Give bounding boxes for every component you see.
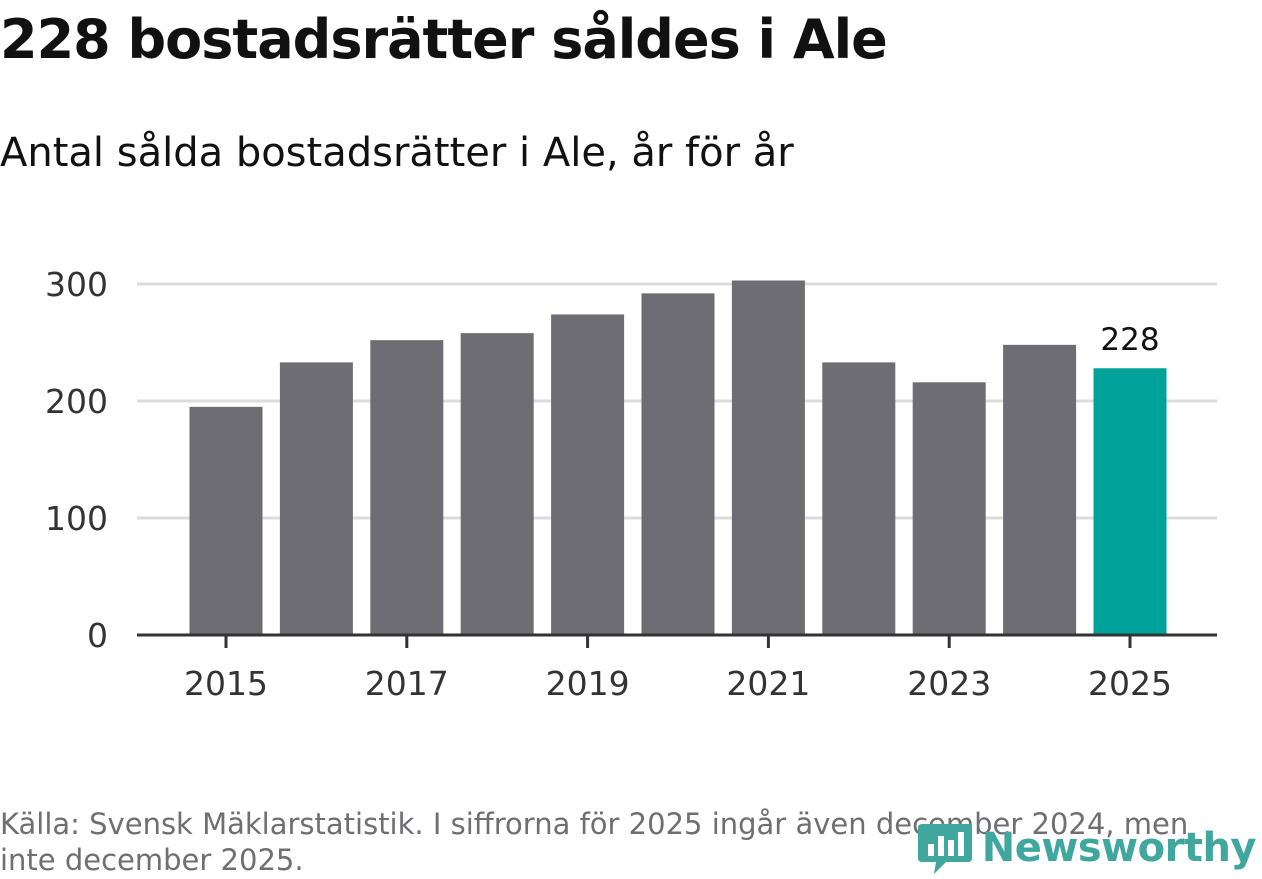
brand-name: Newsworthy <box>981 825 1257 871</box>
bar-2016 <box>279 362 353 635</box>
x-tick-label: 2025 <box>1088 664 1172 703</box>
x-tick-label: 2019 <box>546 664 630 703</box>
labels: 0 100 200 300 2015 2017 2019 2021 2023 2025 228 <box>45 265 1172 703</box>
bar-chart: 0 100 200 300 2015 2017 2019 2021 2023 2025 228 <box>45 265 1217 703</box>
x-axis <box>137 633 1217 648</box>
bar-2015 <box>189 406 263 635</box>
bar-2024 <box>1003 344 1077 635</box>
y-tick-label: 100 <box>45 499 108 538</box>
bar-2020 <box>641 293 715 635</box>
x-tick-label: 2023 <box>907 664 991 703</box>
y-tick-label: 200 <box>45 382 108 421</box>
bar-2025 <box>1093 368 1167 635</box>
newsworthy-logo-icon <box>917 824 972 874</box>
bar-2021 <box>731 280 805 635</box>
source-note: Källa: Svensk Mäklarstatistik. I siffror… <box>0 807 1189 877</box>
x-tick-label: 2017 <box>365 664 449 703</box>
bar-2018 <box>460 333 534 635</box>
x-tick-label: 2021 <box>726 664 810 703</box>
chart-title: 228 bostadsrätter såldes i Ale <box>0 8 888 71</box>
bar-2022 <box>822 362 896 635</box>
y-tick-label: 0 <box>87 616 108 655</box>
bar-2017 <box>370 340 444 635</box>
brand-logo: Newsworthy <box>916 820 1257 876</box>
y-tick-label: 300 <box>45 265 108 304</box>
x-tick-label: 2015 <box>184 664 268 703</box>
bar-2019 <box>551 314 625 635</box>
bar-2023 <box>912 382 986 635</box>
bars <box>189 280 1167 635</box>
data-label-2025: 228 <box>1100 322 1159 358</box>
chart-subtitle: Antal sålda bostadsrätter i Ale, år för … <box>0 130 794 176</box>
